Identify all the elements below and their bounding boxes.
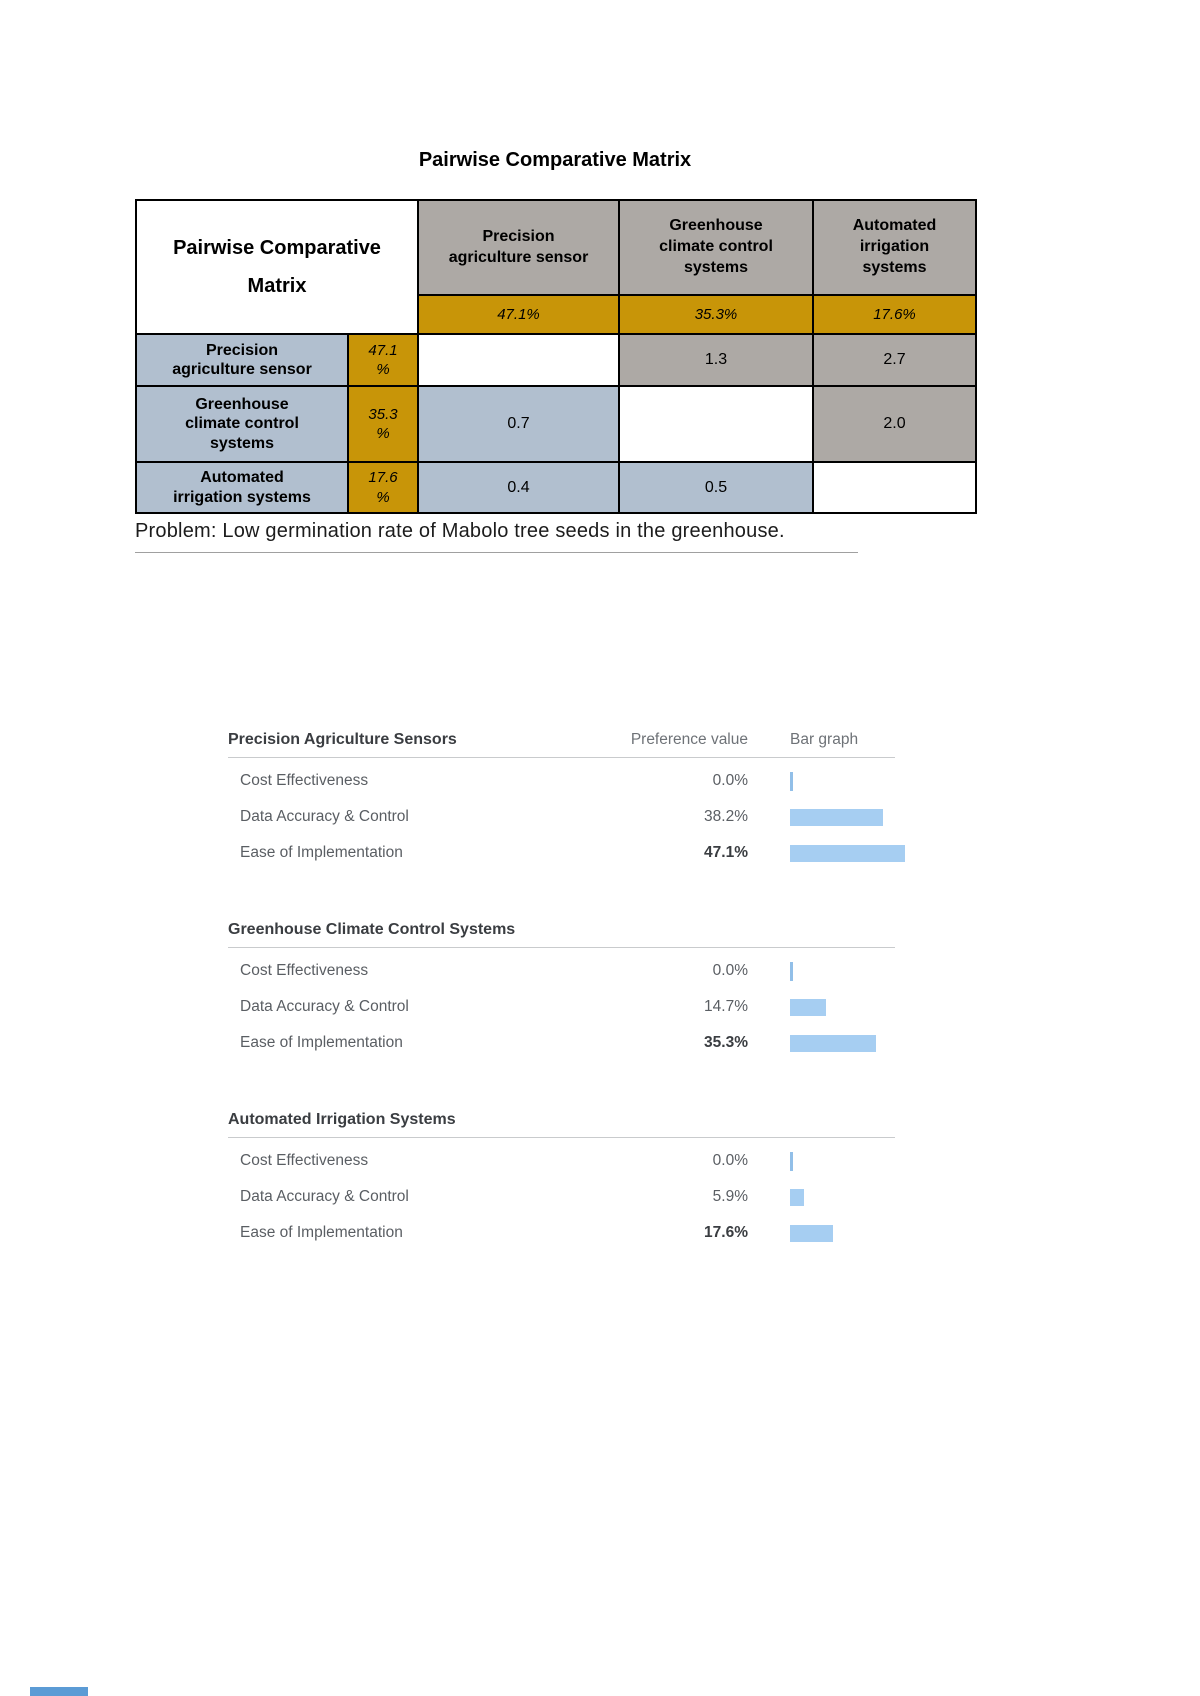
chart-row-value: 38.2%	[704, 808, 748, 825]
chart-row-label: Ease of Implementation	[240, 844, 403, 861]
chart-row: Data Accuracy & Control 38.2%	[228, 799, 895, 835]
chart-section-header: Greenhouse Climate Control Systems	[228, 921, 895, 948]
problem-statement: Problem: Low germination rate of Mabolo …	[135, 520, 785, 542]
chart-row-label: Ease of Implementation	[240, 1224, 403, 1241]
chart-bar-cell	[748, 844, 905, 862]
matrix-cell: 2.0	[812, 385, 977, 463]
chart-bar	[790, 771, 793, 791]
chart-row-value: 14.7%	[704, 998, 748, 1015]
chart-bar	[790, 808, 883, 826]
chart-row: Cost Effectiveness 0.0%	[228, 1143, 895, 1179]
matrix-corner-cell: Pairwise Comparative Matrix	[135, 199, 419, 335]
chart-rows: Cost Effectiveness 0.0% Data Accuracy & …	[228, 948, 895, 1061]
chart-section-header: Precision Agriculture Sensors Preference…	[228, 731, 895, 758]
matrix-col-header-precision: Precision agriculture sensor	[417, 199, 620, 296]
chart-bar-cell	[748, 1151, 895, 1171]
chart-bar	[790, 961, 793, 981]
chart-section: Precision Agriculture Sensors Preference…	[228, 731, 905, 871]
pairwise-matrix-table: Pairwise Comparative Matrix Precision ag…	[135, 199, 977, 514]
chart-row: Data Accuracy & Control 5.9%	[228, 1179, 895, 1215]
chart-section: Greenhouse Climate Control Systems Cost …	[228, 921, 895, 1061]
preference-charts: Precision Agriculture Sensors Preference…	[228, 731, 905, 1301]
matrix-cell	[417, 333, 620, 387]
chart-row-value: 47.1%	[704, 844, 748, 861]
chart-section-title: Automated Irrigation Systems	[228, 1111, 456, 1128]
matrix-row-label-precision: Precision agriculture sensor	[135, 333, 349, 387]
chart-bar-cell	[748, 1034, 895, 1052]
matrix-cell	[618, 385, 814, 463]
chart-bar-cell	[748, 998, 895, 1016]
chart-bar	[790, 844, 905, 862]
chart-row-label: Cost Effectiveness	[240, 772, 369, 789]
chart-row-label: Data Accuracy & Control	[240, 808, 409, 825]
matrix-col-header-greenhouse: Greenhouse climate control systems	[618, 199, 814, 296]
chart-bar-cell	[748, 961, 895, 981]
chart-bar	[790, 1034, 876, 1052]
chart-row-label: Cost Effectiveness	[240, 1152, 369, 1169]
chart-section: Automated Irrigation Systems Cost Effect…	[228, 1111, 895, 1251]
chart-section-title: Greenhouse Climate Control Systems	[228, 921, 516, 938]
matrix-cell: 2.7	[812, 333, 977, 387]
page-fragment-bar	[30, 1687, 88, 1696]
chart-bar	[790, 1151, 793, 1171]
chart-bar	[790, 998, 826, 1016]
chart-rows: Cost Effectiveness 0.0% Data Accuracy & …	[228, 1138, 895, 1251]
chart-bar-cell	[748, 808, 895, 826]
chart-row-label: Data Accuracy & Control	[240, 1188, 409, 1205]
chart-bar-cell	[748, 771, 895, 791]
chart-row-value: 17.6%	[704, 1224, 748, 1241]
chart-bar	[790, 1188, 804, 1206]
matrix-cell: 0.7	[417, 385, 620, 463]
chart-row-label: Cost Effectiveness	[240, 962, 369, 979]
matrix-col-header-irrigation: Automated irrigation systems	[812, 199, 977, 296]
chart-row-value: 0.0%	[712, 962, 748, 979]
matrix-row-label-greenhouse: Greenhouse climate control systems	[135, 385, 349, 463]
chart-row-value: 5.9%	[712, 1188, 748, 1205]
matrix-cell: 0.5	[618, 461, 814, 514]
chart-bar-cell	[748, 1224, 895, 1242]
matrix-cell: 0.4	[417, 461, 620, 514]
matrix-col-weight: 17.6%	[812, 294, 977, 335]
page-title: Pairwise Comparative Matrix	[418, 149, 692, 171]
chart-row: Ease of Implementation 47.1%	[228, 835, 905, 871]
matrix-row-weight: 35.3 %	[347, 385, 419, 463]
chart-row-value: 0.0%	[712, 1152, 748, 1169]
matrix-row-label-irrigation: Automated irrigation systems	[135, 461, 349, 514]
chart-section-header: Automated Irrigation Systems	[228, 1111, 895, 1138]
chart-row-label: Data Accuracy & Control	[240, 998, 409, 1015]
chart-row: Ease of Implementation 35.3%	[228, 1025, 895, 1061]
chart-col-header-bar: Bar graph	[790, 731, 859, 748]
matrix-row-weight: 47.1 %	[347, 333, 419, 387]
matrix-col-weight: 35.3%	[618, 294, 814, 335]
horizontal-rule	[135, 552, 858, 553]
chart-col-header-value: Preference value	[630, 731, 748, 748]
chart-row: Data Accuracy & Control 14.7%	[228, 989, 895, 1025]
chart-row: Cost Effectiveness 0.0%	[228, 953, 895, 989]
chart-row: Ease of Implementation 17.6%	[228, 1215, 895, 1251]
matrix-cell	[812, 461, 977, 514]
chart-bar-cell	[748, 1188, 895, 1206]
matrix-row-weight: 17.6 %	[347, 461, 419, 514]
chart-bar	[790, 1224, 833, 1242]
chart-row-label: Ease of Implementation	[240, 1034, 403, 1051]
chart-rows: Cost Effectiveness 0.0% Data Accuracy & …	[228, 758, 905, 871]
chart-row-value: 35.3%	[704, 1034, 748, 1051]
matrix-col-weight: 47.1%	[417, 294, 620, 335]
matrix-cell: 1.3	[618, 333, 814, 387]
chart-row-value: 0.0%	[712, 772, 748, 789]
chart-row: Cost Effectiveness 0.0%	[228, 763, 895, 799]
chart-section-title: Precision Agriculture Sensors	[228, 731, 457, 748]
